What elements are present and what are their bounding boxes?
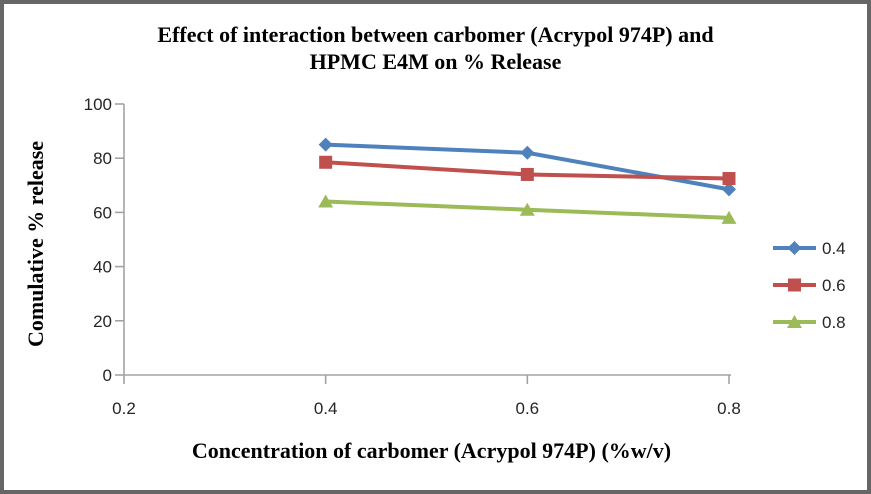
series-marker-0.8 bbox=[721, 210, 737, 224]
legend-marker-square bbox=[788, 278, 801, 292]
chart-title-line-2: HPMC E4M on % Release bbox=[309, 49, 562, 74]
series-marker-0.8 bbox=[519, 202, 535, 216]
y-tick-label: 0 bbox=[103, 366, 112, 385]
x-tick-label: 0.6 bbox=[516, 399, 540, 418]
series-marker-0.8 bbox=[318, 194, 334, 208]
x-axis-title: Concentration of carbomer (Acrypol 974P)… bbox=[191, 438, 672, 463]
y-tick-label: 100 bbox=[84, 95, 112, 114]
x-tick-label: 0.4 bbox=[314, 399, 338, 418]
y-axis-title: Comulative % release bbox=[23, 140, 48, 348]
legend-label: 0.4 bbox=[822, 239, 846, 258]
series-marker-0.4 bbox=[722, 182, 736, 197]
x-tick-label: 0.2 bbox=[112, 399, 136, 418]
legend-label: 0.6 bbox=[822, 276, 846, 295]
series-marker-0.6 bbox=[520, 167, 534, 181]
y-tick-label: 20 bbox=[93, 312, 112, 331]
series-marker-0.4 bbox=[318, 137, 333, 152]
legend-label: 0.8 bbox=[822, 313, 846, 332]
legend-marker-triangle bbox=[787, 315, 802, 328]
y-tick-label: 80 bbox=[93, 149, 112, 168]
series-marker-0.6 bbox=[319, 155, 333, 169]
legend-marker-diamond bbox=[787, 241, 802, 255]
series-marker-0.4 bbox=[520, 145, 535, 160]
y-tick-label: 60 bbox=[93, 203, 112, 222]
series-marker-0.6 bbox=[722, 172, 736, 186]
y-tick-label: 40 bbox=[93, 258, 112, 277]
chart-title-line-1: Effect of interaction between carbomer (… bbox=[157, 22, 714, 47]
x-tick-label: 0.8 bbox=[717, 399, 741, 418]
chart-title: Effect of interaction between carbomer (… bbox=[0, 21, 871, 75]
